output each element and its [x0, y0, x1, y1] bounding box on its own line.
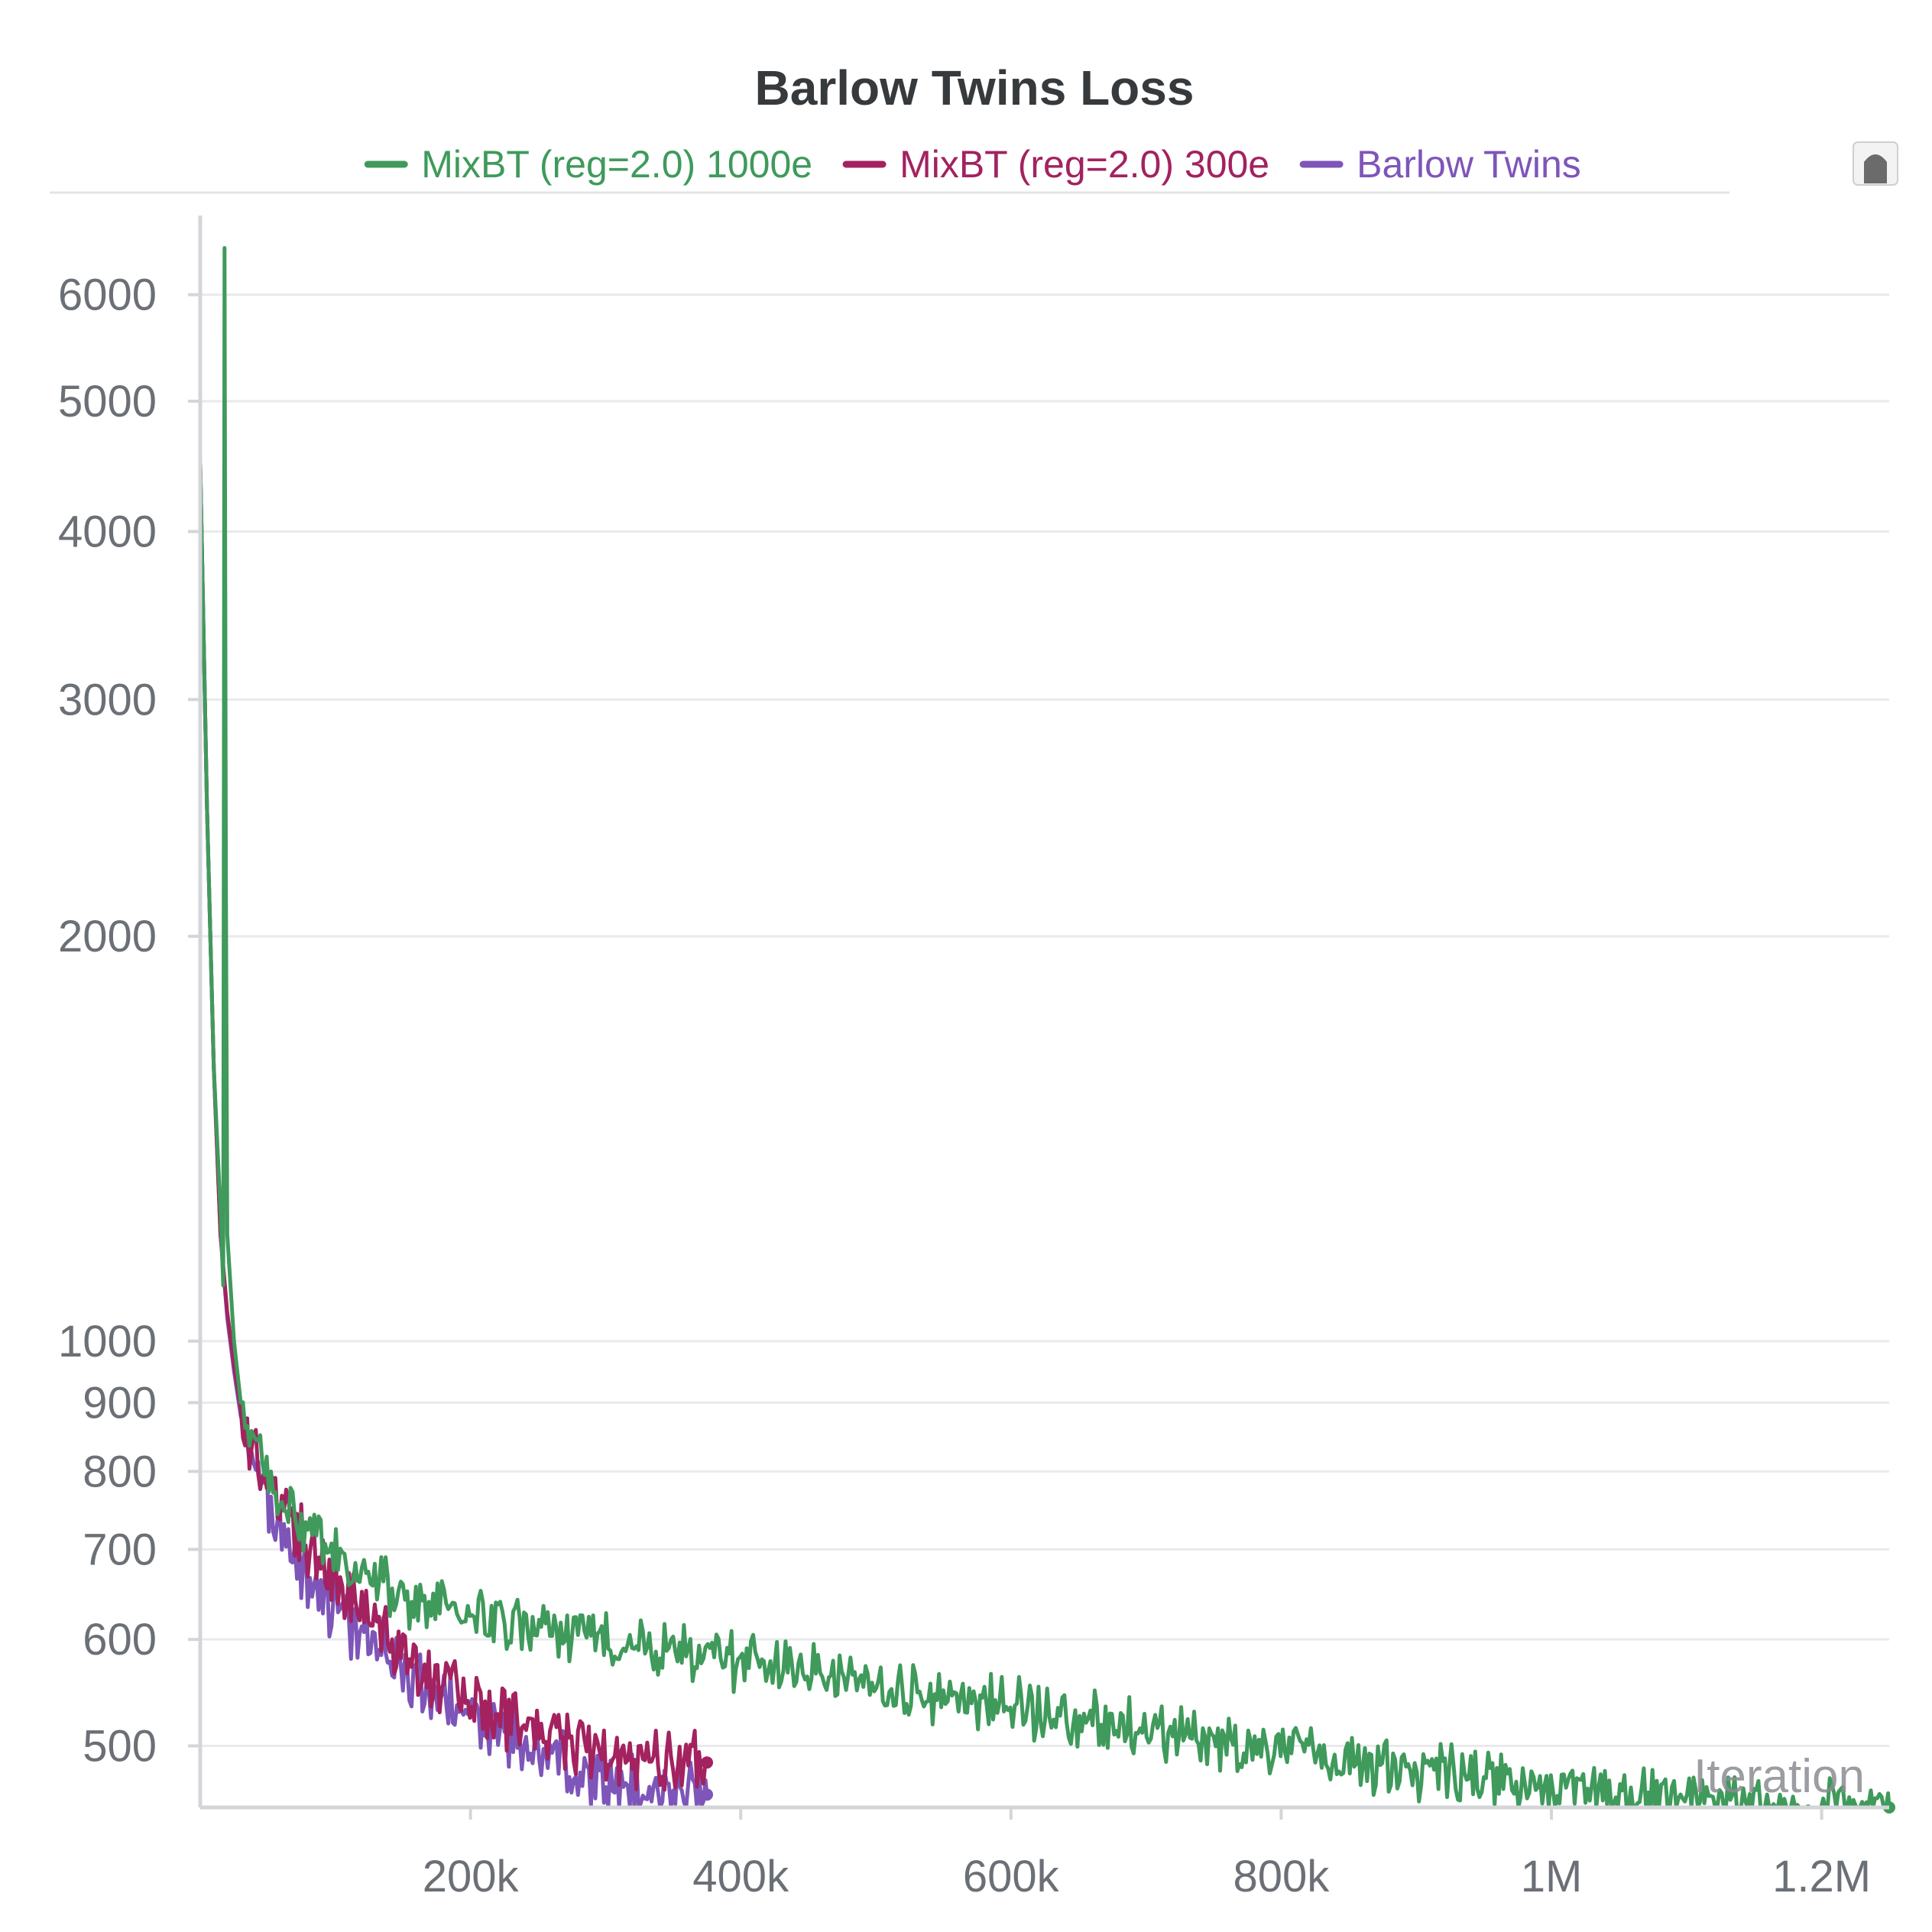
y-tick-label: 3000 — [58, 675, 157, 724]
y-tick-label: 500 — [83, 1721, 157, 1771]
chart-grid — [200, 293, 1889, 1747]
chart-axes — [198, 216, 1889, 1810]
y-tick-label: 2000 — [58, 912, 157, 961]
series-line-1 — [198, 246, 1891, 1810]
y-tick-label: 6000 — [58, 271, 157, 320]
series-endpoint-3 — [701, 1788, 713, 1801]
x-tick-label: 800k — [1233, 1852, 1331, 1901]
chart-title: Barlow Twins Loss — [755, 60, 1195, 115]
bookmark-tab-icon[interactable] — [1853, 141, 1898, 186]
x-axis-label: Iteration — [1694, 1750, 1865, 1803]
y-tick-label: 1000 — [58, 1317, 157, 1366]
legend-label: Barlow Twins — [1357, 143, 1581, 186]
series-endpoint-2 — [701, 1756, 713, 1769]
x-tick-label: 1M — [1521, 1852, 1583, 1901]
legend-item-3[interactable]: Barlow Twins — [1299, 143, 1581, 186]
legend-label: MixBT (reg=2.0) 1000e — [421, 143, 812, 186]
x-tick-label: 400k — [692, 1852, 789, 1901]
x-tick-label: 1.2M — [1772, 1852, 1871, 1901]
chart-legend: MixBT (reg=2.0) 1000e MixBT (reg=2.0) 300… — [364, 143, 1581, 186]
chart-ticks: 200k 400k 600k 800k 1M 1.2M 500 600 700 800 900 100… — [58, 271, 1871, 1901]
y-tick-label: 900 — [83, 1378, 157, 1428]
legend-item-2[interactable]: MixBT (reg=2.0) 300e — [842, 143, 1269, 186]
series-line-2 — [198, 462, 709, 1792]
y-tick-label: 4000 — [58, 507, 157, 556]
chart-series — [198, 246, 1895, 1814]
x-tick-label: 600k — [963, 1852, 1060, 1901]
y-tick-label: 700 — [83, 1525, 157, 1574]
x-tick-label: 200k — [423, 1852, 520, 1901]
y-tick-label: 5000 — [58, 377, 157, 426]
y-tick-label: 800 — [83, 1447, 157, 1496]
legend-item-1[interactable]: MixBT (reg=2.0) 1000e — [364, 143, 812, 186]
y-tick-label: 600 — [83, 1615, 157, 1665]
legend-label: MixBT (reg=2.0) 300e — [900, 143, 1269, 186]
